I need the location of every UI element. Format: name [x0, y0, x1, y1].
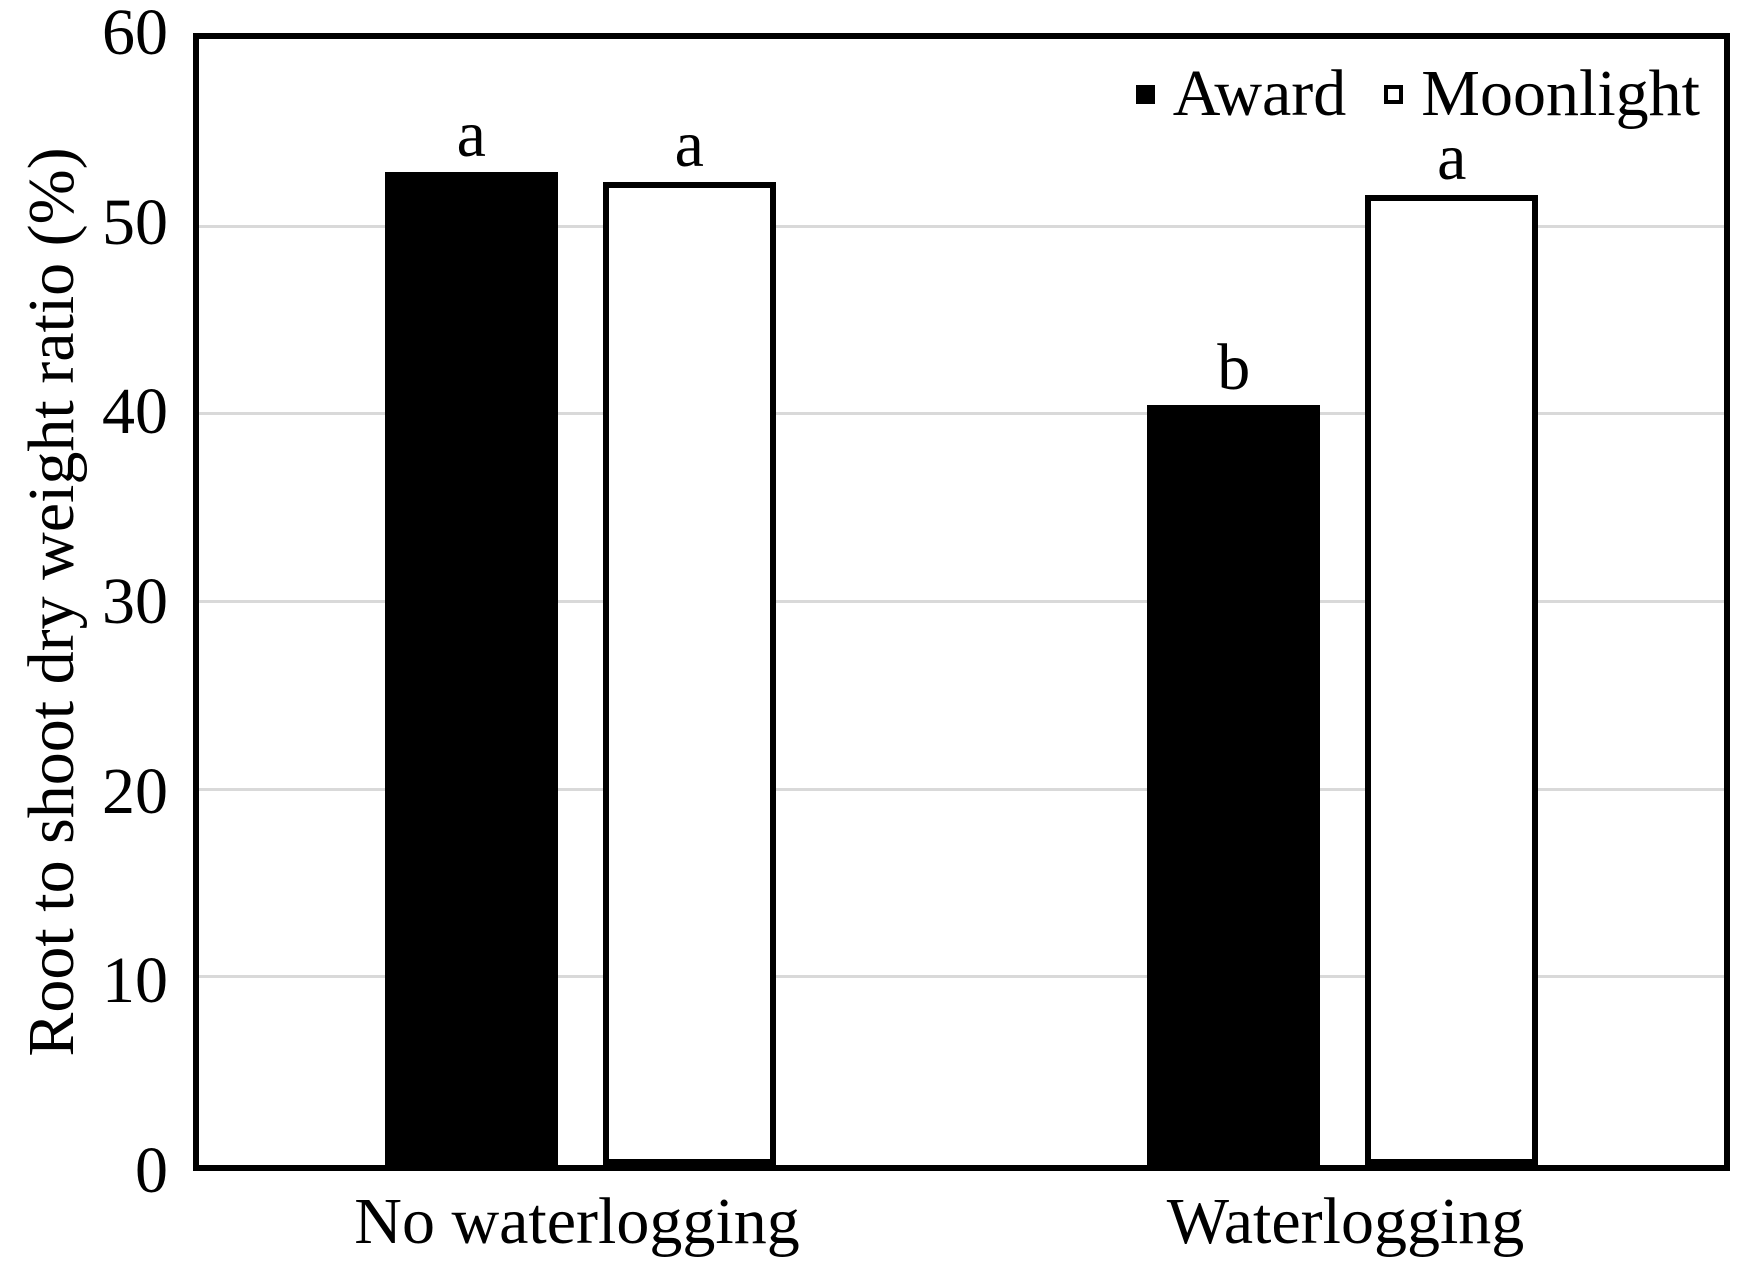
bar-award-no-waterlogging: [384, 172, 558, 1165]
significance-letter-moonlight-waterlogging: a: [1437, 120, 1467, 194]
significance-letter-moonlight-no-waterlogging: a: [674, 107, 704, 181]
legend-item-moonlight: Moonlight: [1384, 61, 1700, 127]
legend: Award Moonlight: [1135, 57, 1700, 130]
legend-label-moonlight: Moonlight: [1421, 57, 1700, 130]
legend-label-award: Award: [1172, 57, 1347, 130]
bar-wrapper-award-no-waterlogging: a: [384, 102, 558, 1165]
significance-letter-award-waterlogging: b: [1217, 330, 1251, 404]
gridline-40: [199, 412, 1724, 416]
bar-moonlight-no-waterlogging: [602, 181, 776, 1165]
significance-letter-award-no-waterlogging: a: [456, 98, 486, 172]
bar-wrapper-award-waterlogging: b: [1147, 334, 1321, 1165]
gridline-20: [199, 787, 1724, 791]
y-tick-label-0: 0: [135, 1134, 168, 1207]
x-category-label-waterlogging: Waterlogging: [1166, 1185, 1525, 1258]
x-category-label-no-waterlogging: No waterlogging: [354, 1185, 800, 1258]
y-tick-label-30: 30: [102, 565, 168, 638]
bar-wrapper-moonlight-no-waterlogging: a: [602, 111, 776, 1165]
bar-moonlight-waterlogging: [1365, 194, 1539, 1165]
bar-award-waterlogging: [1147, 404, 1321, 1165]
legend-item-award: Award: [1135, 57, 1347, 130]
legend-marker-award-square-icon: [1135, 84, 1155, 104]
y-tick-label-40: 40: [102, 375, 168, 449]
gridline-50: [199, 224, 1724, 228]
bar-wrapper-moonlight-waterlogging: a: [1365, 124, 1539, 1165]
y-tick-label-50: 50: [102, 185, 168, 259]
y-tick-label-10: 10: [102, 944, 168, 1018]
y-tick-label-60: 60: [102, 0, 168, 69]
legend-marker-moonlight-square-icon: [1384, 84, 1404, 104]
y-tick-label-20: 20: [102, 754, 168, 828]
gridline-30: [199, 600, 1724, 603]
gridline-10: [199, 975, 1724, 979]
